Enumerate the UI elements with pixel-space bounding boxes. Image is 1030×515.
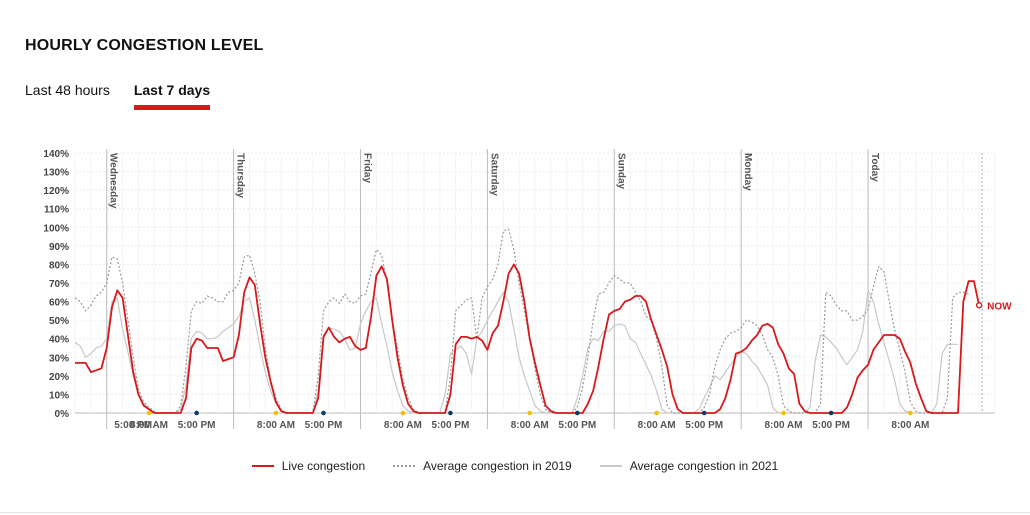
day-label: Monday: [742, 153, 753, 191]
y-tick-label: 30%: [49, 353, 69, 364]
y-tick-label: 140%: [43, 149, 69, 160]
y-tick-label: 130%: [43, 168, 69, 179]
x-tick-label: 8:00 AM: [638, 420, 676, 431]
legend-live-label: Live congestion: [281, 459, 366, 473]
y-tick-label: 40%: [49, 335, 69, 346]
day-label: Thursday: [235, 153, 246, 198]
bottom-divider: [0, 512, 1030, 513]
x-tick-label: 5:00 PM: [305, 420, 343, 431]
day-label: Wednesday: [108, 153, 119, 209]
legend-avg-2019: Average congestion in 2019: [393, 459, 572, 473]
chart-legend: Live congestion Average congestion in 20…: [0, 459, 1030, 473]
legend-live-swatch: [251, 465, 274, 467]
x-tick-label: 5:00 PM: [178, 420, 216, 431]
day-label: Friday: [362, 153, 373, 183]
y-tick-label: 20%: [49, 372, 69, 383]
x-tick-label: 8:00 AM: [891, 420, 929, 431]
y-tick-label: 80%: [49, 260, 69, 271]
chart-title: HOURLY CONGESTION LEVEL: [25, 37, 264, 54]
morning-marker: [527, 410, 533, 416]
x-tick-label: 8:00 AM: [765, 420, 803, 431]
x-tick-label: 5:00 PM: [685, 420, 723, 431]
x-tick-label: 5:00 PM: [812, 420, 850, 431]
legend-live: Live congestion: [251, 459, 366, 473]
day-label: Today: [869, 153, 880, 182]
x-tick-label: 8:00 AM: [130, 420, 168, 431]
x-tick-label: 8:00 AM: [511, 420, 549, 431]
day-label: Sunday: [615, 153, 626, 190]
now-label: NOW: [987, 301, 1012, 312]
morning-marker: [400, 410, 406, 416]
evening-marker: [194, 410, 199, 416]
range-tabs: Last 48 hours Last 7 days: [25, 82, 211, 110]
evening-marker: [574, 410, 580, 416]
day-label: Saturday: [488, 153, 499, 196]
legend-avg-2019-swatch: [393, 465, 416, 467]
evening-marker: [321, 410, 326, 416]
legend-avg-2021-swatch: [599, 465, 622, 467]
series-line-1: [74, 228, 969, 414]
evening-marker: [448, 410, 453, 416]
evening-marker: [828, 410, 834, 416]
x-tick-label: 5:00 PM: [558, 420, 596, 431]
x-tick-label: 5:00 PM: [432, 420, 470, 431]
morning-marker: [654, 410, 659, 416]
legend-avg-2021-label: Average congestion in 2021: [629, 459, 779, 473]
legend-avg-2019-label: Average congestion in 2019: [423, 459, 572, 473]
morning-marker: [273, 410, 279, 416]
congestion-chart: 0% 10% 20% 30% 40% 50% 60% 70% 80% 90% 100% 110% 120…: [43, 149, 1012, 431]
y-tick-label: 10%: [49, 390, 69, 401]
tab-last-48-hours[interactable]: Last 48 hours: [25, 82, 110, 98]
evening-marker: [701, 410, 707, 416]
series-line-2: [74, 289, 958, 414]
y-tick-label: 50%: [49, 316, 69, 327]
now-marker: [975, 302, 983, 309]
series-line-0: [75, 263, 980, 414]
y-tick-label: 100%: [43, 223, 69, 234]
y-tick-label: 110%: [44, 205, 69, 216]
morning-marker: [908, 410, 913, 416]
y-tick-label: 90%: [49, 242, 69, 253]
y-tick-label: 60%: [49, 298, 69, 309]
y-tick-label: 120%: [43, 186, 69, 197]
morning-marker: [781, 410, 786, 416]
x-tick-label: 8:00 AM: [384, 420, 422, 431]
x-tick-label: 5:00 PM: [114, 420, 152, 431]
legend-avg-2021: Average congestion in 2021: [599, 459, 779, 473]
y-tick-label: 70%: [49, 279, 69, 290]
x-tick-label: 8:00 AM: [257, 420, 295, 431]
morning-marker: [146, 410, 152, 416]
tab-last-7-days[interactable]: Last 7 days: [133, 82, 211, 110]
y-tick-label: 0%: [55, 409, 70, 420]
